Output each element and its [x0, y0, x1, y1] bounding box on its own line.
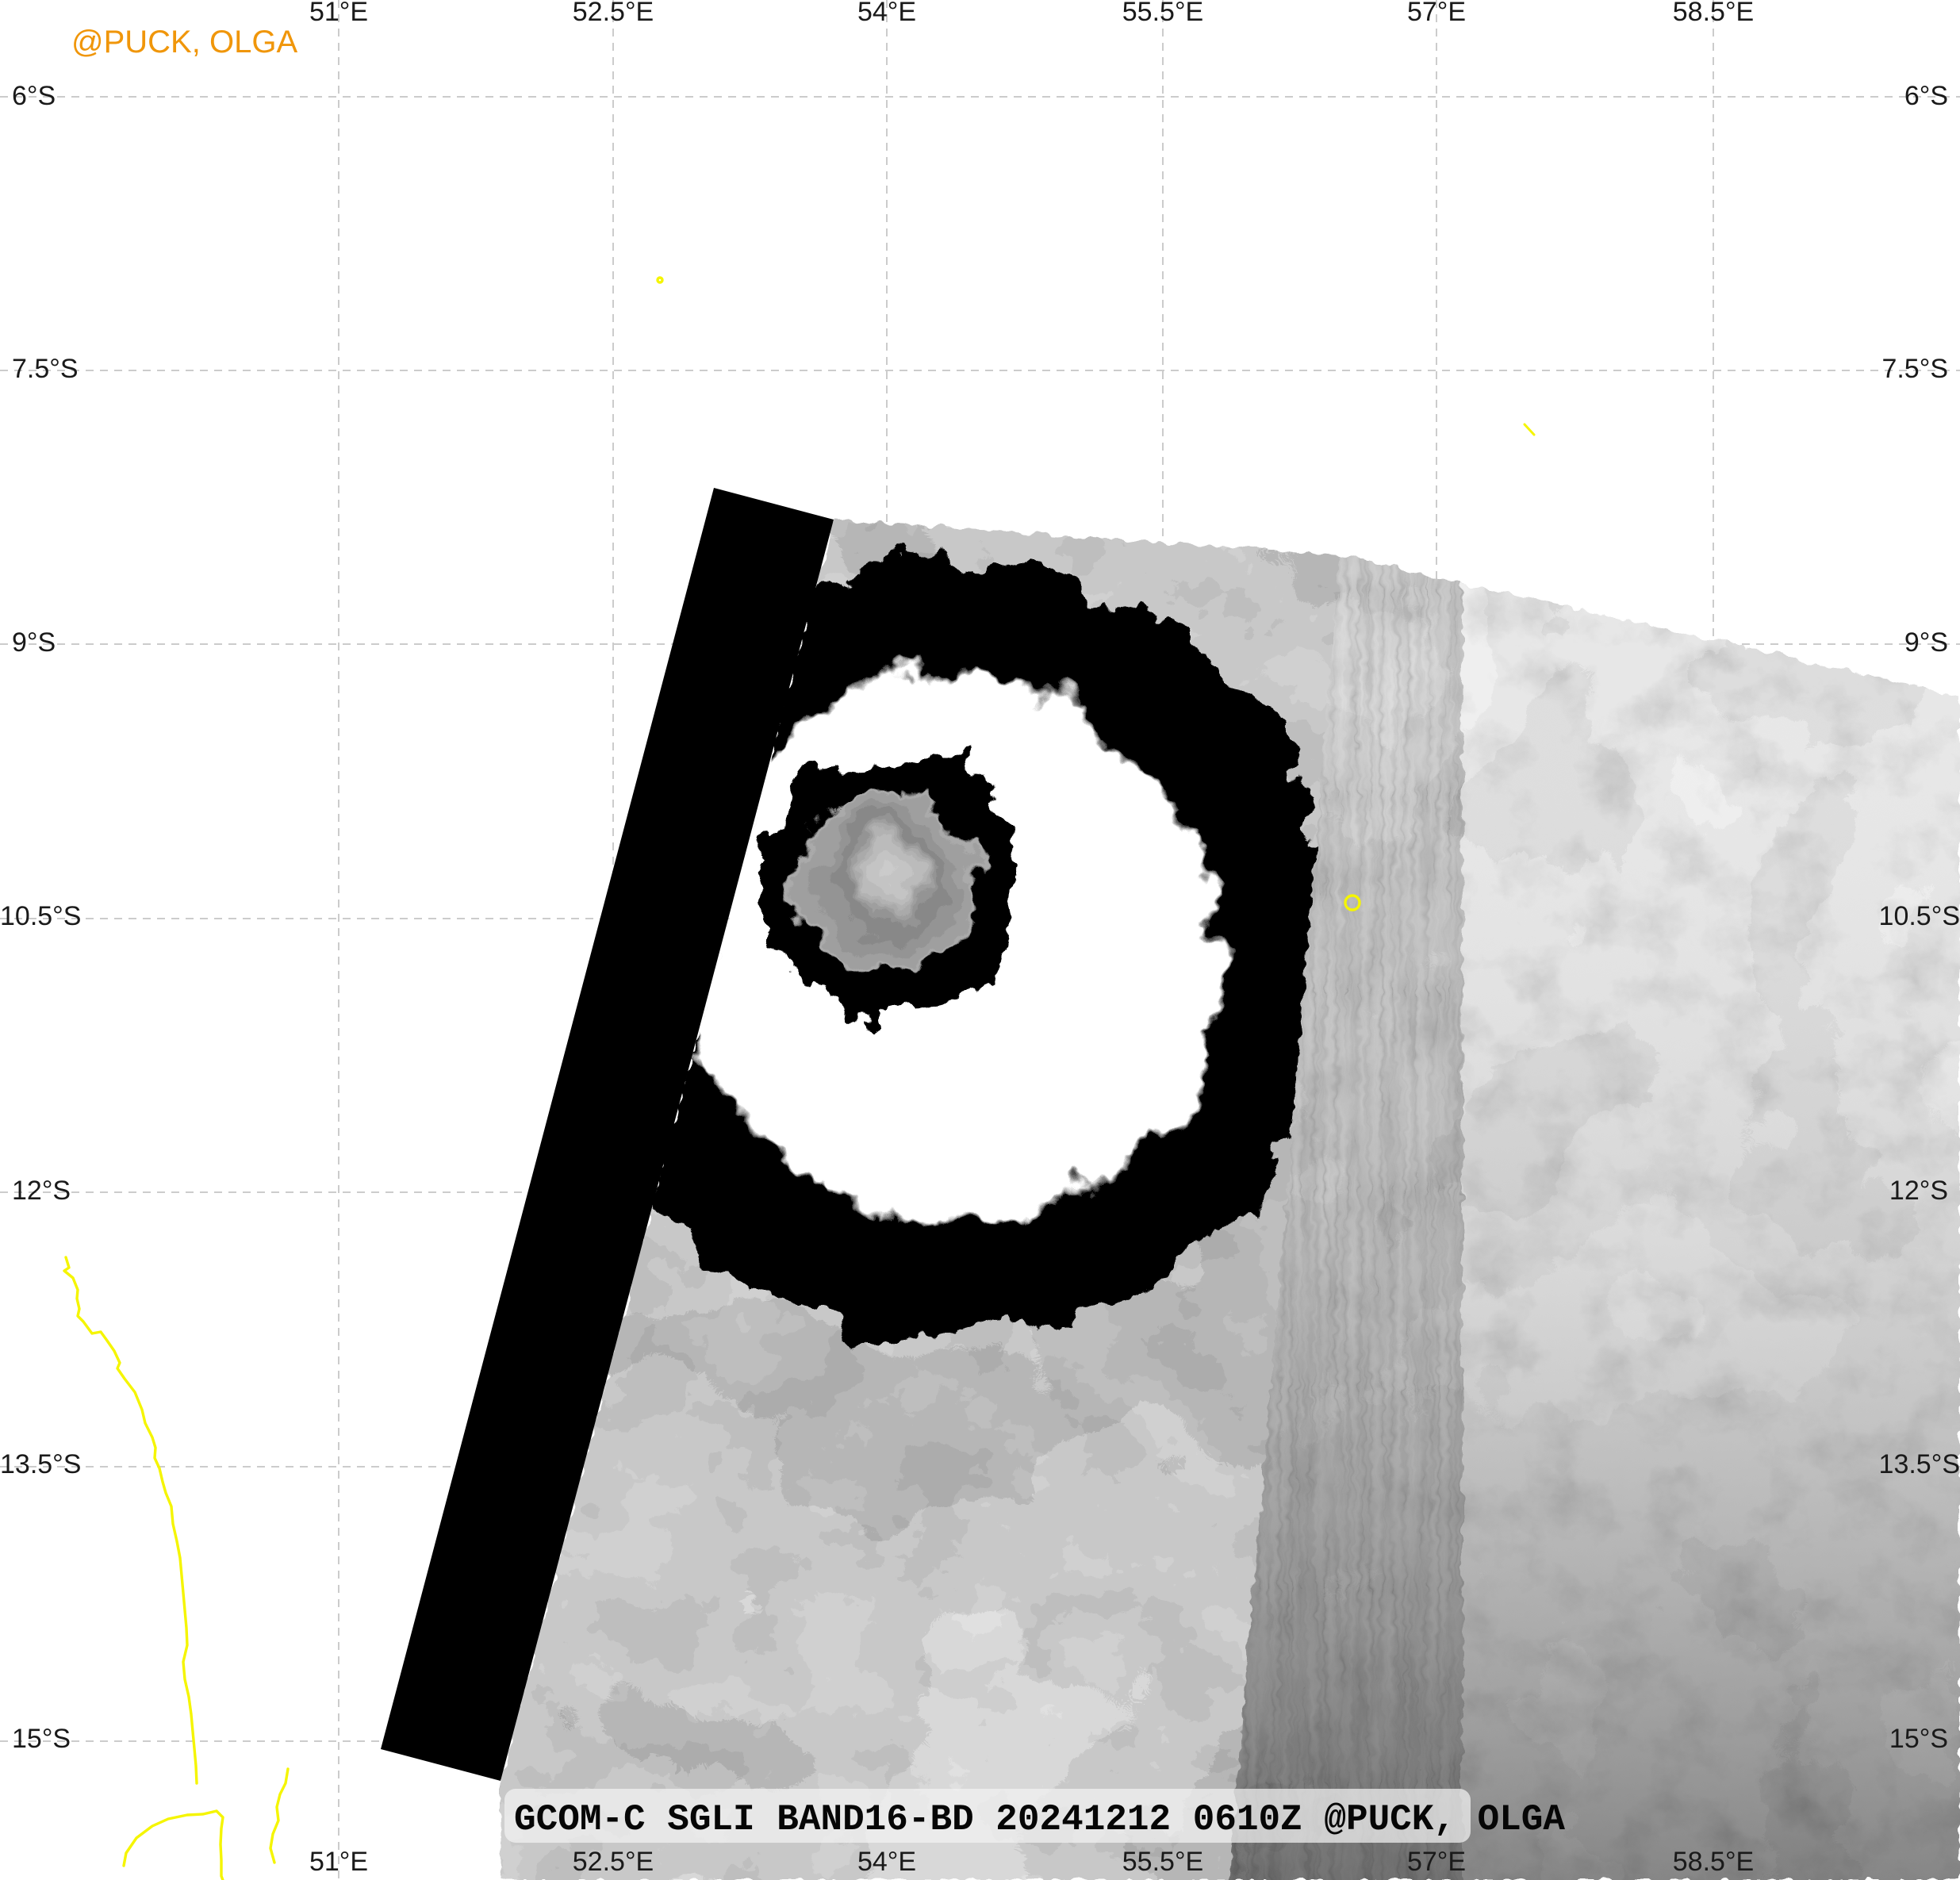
svg-text:52.5°E: 52.5°E — [573, 1847, 654, 1877]
svg-text:10.5°S: 10.5°S — [1879, 901, 1960, 931]
svg-text:12°S: 12°S — [1889, 1176, 1948, 1206]
svg-text:55.5°E: 55.5°E — [1122, 0, 1203, 27]
svg-text:13.5°S: 13.5°S — [1879, 1449, 1960, 1479]
svg-text:51°E: 51°E — [309, 0, 368, 27]
svg-text:9°S: 9°S — [12, 627, 56, 658]
svg-text:12°S: 12°S — [12, 1176, 71, 1206]
svg-text:13.5°S: 13.5°S — [0, 1449, 81, 1479]
svg-text:58.5°E: 58.5°E — [1673, 1847, 1754, 1877]
svg-text:57°E: 57°E — [1407, 0, 1466, 27]
svg-text:54°E: 54°E — [857, 1847, 916, 1877]
svg-text:7.5°S: 7.5°S — [1881, 354, 1948, 384]
svg-text:GCOM-C SGLI BAND16-BD 20241212: GCOM-C SGLI BAND16-BD 20241212 0610Z @PU… — [514, 1799, 1565, 1840]
svg-text:6°S: 6°S — [1904, 81, 1948, 111]
svg-text:55.5°E: 55.5°E — [1122, 1847, 1203, 1877]
svg-text:54°E: 54°E — [857, 0, 916, 27]
svg-text:9°S: 9°S — [1904, 627, 1948, 658]
svg-text:52.5°E: 52.5°E — [573, 0, 654, 27]
svg-text:57°E: 57°E — [1407, 1847, 1466, 1877]
svg-text:7.5°S: 7.5°S — [12, 354, 79, 384]
svg-text:58.5°E: 58.5°E — [1673, 0, 1754, 27]
svg-text:15°S: 15°S — [1889, 1724, 1948, 1754]
svg-text:15°S: 15°S — [12, 1724, 71, 1754]
svg-text:10.5°S: 10.5°S — [0, 901, 81, 931]
svg-text:51°E: 51°E — [309, 1847, 368, 1877]
svg-text:6°S: 6°S — [12, 81, 56, 111]
svg-text:@PUCK, OLGA: @PUCK, OLGA — [71, 25, 297, 59]
